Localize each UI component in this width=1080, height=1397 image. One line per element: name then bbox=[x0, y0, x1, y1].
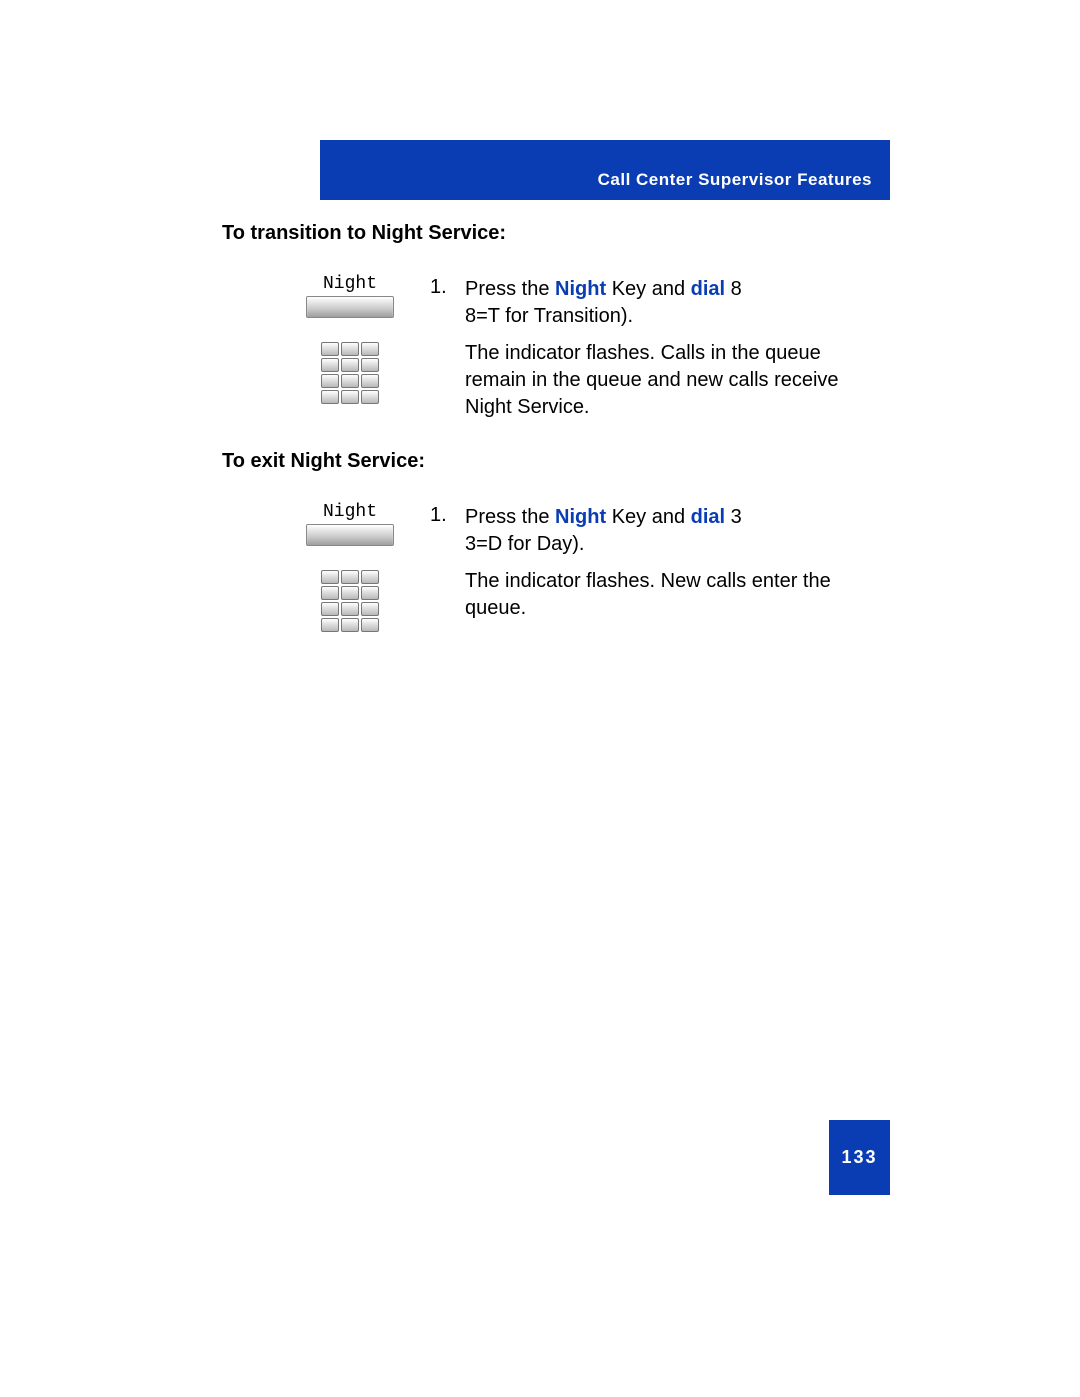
step-body-1: The indicator flashes. Calls in the queu… bbox=[465, 340, 865, 421]
keypad-button-icon bbox=[341, 618, 359, 632]
header-title: Call Center Supervisor Features bbox=[598, 170, 872, 190]
accent-dial: dial bbox=[691, 278, 725, 300]
text: Press the bbox=[465, 506, 555, 528]
keypad-button-icon bbox=[321, 374, 339, 388]
keypad-button-icon bbox=[361, 342, 379, 356]
keypad-icon bbox=[300, 570, 400, 632]
key-label-night-1: Night bbox=[300, 274, 400, 294]
header-bar: Call Center Supervisor Features bbox=[320, 140, 890, 200]
section-heading-exit: To exit Night Service: bbox=[222, 450, 425, 473]
keypad-button-icon bbox=[341, 390, 359, 404]
text: Key and bbox=[606, 278, 691, 300]
section-heading-transition: To transition to Night Service: bbox=[222, 222, 506, 245]
text: 8 bbox=[725, 278, 742, 300]
keypad-button-icon bbox=[341, 358, 359, 372]
text: 3 bbox=[725, 506, 742, 528]
keypad-button-icon bbox=[341, 586, 359, 600]
keypad-button-icon bbox=[361, 618, 379, 632]
text: Press the bbox=[465, 278, 555, 300]
step-body-2: The indicator flashes. New calls enter t… bbox=[465, 568, 865, 622]
keypad-button-icon bbox=[321, 570, 339, 584]
key-label-night-2: Night bbox=[300, 502, 400, 522]
keypad-button-icon bbox=[321, 618, 339, 632]
keypad-button-icon bbox=[361, 358, 379, 372]
night-key-icon bbox=[306, 524, 394, 546]
accent-dial: dial bbox=[691, 506, 725, 528]
keypad-button-icon bbox=[361, 390, 379, 404]
step-number-2: 1. bbox=[430, 504, 447, 527]
keypad-button-icon bbox=[361, 586, 379, 600]
keypad-button-icon bbox=[321, 342, 339, 356]
step-instruction-1: Press the Night Key and dial 8 8=T for T… bbox=[465, 276, 865, 330]
keypad-button-icon bbox=[321, 586, 339, 600]
page-number: 133 bbox=[841, 1147, 877, 1168]
text: Key and bbox=[606, 506, 691, 528]
keypad-button-icon bbox=[321, 358, 339, 372]
keypad-button-icon bbox=[361, 570, 379, 584]
accent-night: Night bbox=[555, 506, 606, 528]
accent-night: Night bbox=[555, 278, 606, 300]
keypad-button-icon bbox=[321, 602, 339, 616]
keypad-button-icon bbox=[341, 570, 359, 584]
keypad-button-icon bbox=[341, 602, 359, 616]
night-key-group-1: Night bbox=[300, 274, 400, 404]
keypad-button-icon bbox=[341, 342, 359, 356]
keypad-icon bbox=[300, 342, 400, 404]
keypad-button-icon bbox=[321, 390, 339, 404]
document-page: Call Center Supervisor Features To trans… bbox=[0, 0, 1080, 1397]
keypad-button-icon bbox=[361, 374, 379, 388]
night-key-group-2: Night bbox=[300, 502, 400, 632]
step-instruction-2: Press the Night Key and dial 3 3=D for D… bbox=[465, 504, 865, 558]
text: 8=T for Transition). bbox=[465, 305, 633, 327]
text: 3=D for Day). bbox=[465, 533, 584, 555]
keypad-button-icon bbox=[341, 374, 359, 388]
page-number-box: 133 bbox=[829, 1120, 890, 1195]
keypad-button-icon bbox=[361, 602, 379, 616]
night-key-icon bbox=[306, 296, 394, 318]
step-number-1: 1. bbox=[430, 276, 447, 299]
